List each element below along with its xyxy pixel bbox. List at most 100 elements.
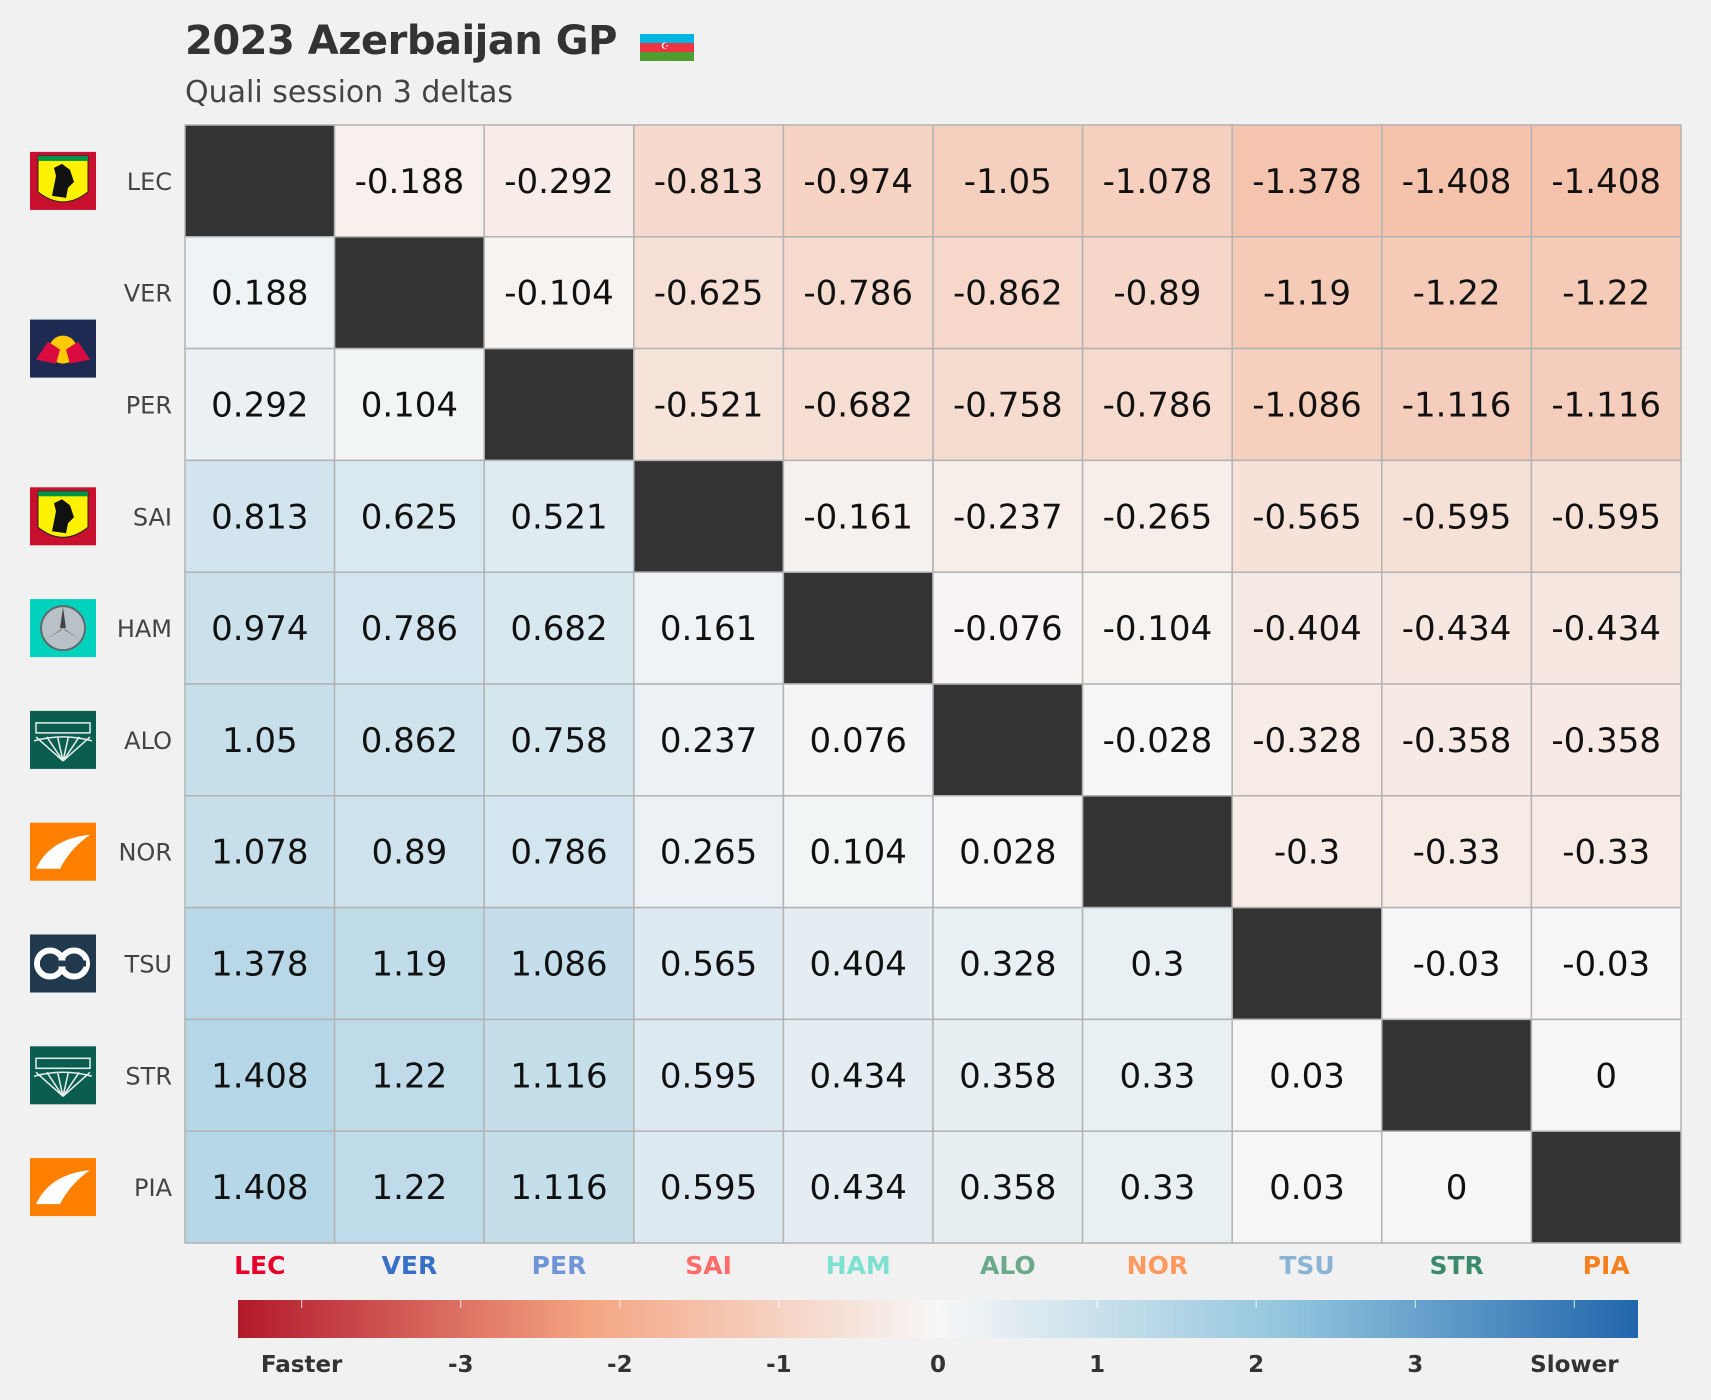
heatmap-cell: -0.104 [1081, 571, 1233, 685]
cell-value: 0.358 [959, 1056, 1056, 1096]
cell-value: -0.33 [1413, 833, 1501, 873]
cell-value: -0.434 [1402, 609, 1512, 649]
row-label-per: PER [126, 392, 172, 420]
astonmartin-logo-icon [30, 1046, 96, 1105]
cell-fill [633, 1130, 785, 1244]
chart-subtitle: Quali session 3 deltas [185, 75, 514, 110]
cell-value: 0.434 [810, 1168, 907, 1208]
cell-value: -1.078 [1103, 162, 1213, 202]
cell-value: -1.378 [1252, 162, 1362, 202]
cell-value: -0.595 [1402, 497, 1512, 537]
heatmap-cell: 0.03 [1231, 1130, 1383, 1244]
heatmap-cell: -1.078 [1081, 124, 1233, 238]
cell-value: 0.404 [810, 945, 907, 985]
heatmap-cell: 0.028 [932, 795, 1084, 909]
cell-value: 0.237 [660, 721, 757, 761]
cell-fill [1530, 683, 1682, 797]
cell-value: 0.358 [959, 1168, 1056, 1208]
cell-value: -0.03 [1413, 945, 1501, 985]
cell-value: 0.974 [211, 609, 308, 649]
cell-fill [483, 795, 635, 909]
cell-fill [633, 124, 785, 238]
heatmap-cell: 0.434 [782, 1130, 934, 1244]
diagonal-cell [184, 124, 336, 238]
cell-value: -0.358 [1402, 721, 1512, 761]
colorbar-tick-label: -1 [766, 1352, 792, 1378]
cell-fill [782, 236, 934, 350]
col-label-tsu: TSU [1279, 1251, 1334, 1280]
heatmap-cell: 0.682 [483, 571, 635, 685]
heatmap-cell: -0.786 [782, 236, 934, 350]
heatmap-cell: 0.862 [333, 683, 485, 797]
heatmap-cell: -0.595 [1530, 459, 1682, 573]
cell-value: -0.521 [654, 386, 764, 426]
cell-value: -0.786 [803, 274, 913, 314]
cell-value: -0.862 [953, 274, 1063, 314]
heatmap-cell: -0.292 [483, 124, 635, 238]
astonmartin-logo-icon [30, 710, 96, 769]
cell-value: 0.104 [361, 386, 458, 426]
heatmap-cell: 1.116 [483, 1018, 635, 1132]
ferrari-logo-icon [30, 151, 96, 210]
heatmap-cell: -0.358 [1530, 683, 1682, 797]
row-label-tsu: TSU [124, 951, 172, 979]
heatmap-cell: 0.358 [932, 1130, 1084, 1244]
cell-value: -0.682 [803, 386, 913, 426]
heatmap-cell: -0.328 [1231, 683, 1383, 797]
heatmap-cell [1381, 1018, 1533, 1132]
heatmap-cell: -0.434 [1530, 571, 1682, 685]
cell-value: 0.434 [810, 1056, 907, 1096]
heatmap-cell: 1.078 [184, 795, 336, 909]
cell-value: -0.265 [1103, 497, 1213, 537]
cell-fill [1081, 1018, 1233, 1132]
heatmap-cell [184, 124, 336, 238]
cell-value: -1.19 [1263, 274, 1351, 314]
cell-value: -0.89 [1113, 274, 1201, 314]
flag-stripe-red [640, 43, 694, 52]
colorbar-tick-label: Slower [1530, 1352, 1619, 1378]
cell-fill [633, 683, 785, 797]
heatmap-cell: -1.22 [1530, 236, 1682, 350]
cell-value: 0.03 [1269, 1168, 1345, 1208]
cell-value: 0.33 [1120, 1056, 1196, 1096]
cell-fill [932, 347, 1084, 462]
heatmap-cell: -0.786 [1081, 347, 1233, 462]
cell-value: -1.05 [964, 162, 1052, 202]
cell-fill [1381, 124, 1533, 238]
cell-fill [1381, 571, 1533, 685]
heatmap-cell: -0.434 [1381, 571, 1533, 685]
cell-value: 1.116 [510, 1056, 607, 1096]
cell-value: 1.078 [211, 833, 308, 873]
heatmap-cell: -1.05 [932, 124, 1084, 238]
cell-fill [782, 906, 934, 1021]
cell-fill [1231, 236, 1383, 350]
heatmap-cell [782, 571, 934, 685]
cell-value: -0.161 [803, 497, 913, 537]
heatmap-cell: -0.3 [1231, 795, 1383, 909]
chart-title: 2023 Azerbaijan GP [185, 18, 617, 64]
heatmap-cell: 0.161 [633, 571, 785, 685]
heatmap-cell: 0 [1530, 1018, 1682, 1132]
cell-value: 0 [1446, 1168, 1468, 1208]
heatmap-cell: -0.595 [1381, 459, 1533, 573]
cell-fill [1231, 795, 1383, 909]
heatmap-cell: -0.89 [1081, 236, 1233, 350]
heatmap-cell: -0.33 [1381, 795, 1533, 909]
crescent-star-icon: ☪ [660, 42, 670, 52]
heatmap-cell: 1.22 [333, 1130, 485, 1244]
heatmap-cell [1231, 906, 1383, 1021]
diagonal-cell [633, 459, 785, 573]
cell-value: 0.89 [372, 833, 448, 873]
heatmap-cell: -0.076 [932, 571, 1084, 685]
cell-fill [483, 906, 635, 1021]
col-label-sai: SAI [685, 1251, 732, 1280]
cell-fill [1231, 1018, 1383, 1132]
alphatauri-logo-icon [30, 934, 96, 993]
cell-value: -1.116 [1402, 386, 1512, 426]
heatmap-cell: 0.786 [483, 795, 635, 909]
flag-stripe-green [640, 52, 694, 61]
heatmap-cell: -0.33 [1530, 795, 1682, 909]
heatmap-cell: 0.595 [633, 1130, 785, 1244]
heatmap-cell: -0.404 [1231, 571, 1383, 685]
heatmap-cell: -0.104 [483, 236, 635, 350]
